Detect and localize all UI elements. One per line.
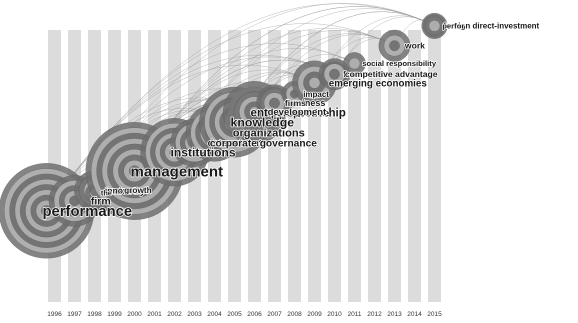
keyword-nodes	[0, 12, 448, 259]
year-band-2013	[388, 30, 401, 302]
year-band-2011	[348, 30, 361, 302]
year-label-2013: 2013	[387, 311, 402, 318]
year-band-1997	[68, 30, 81, 302]
year-label-2014: 2014	[407, 311, 422, 318]
year-label-2002: 2002	[167, 311, 182, 318]
node-social-responsibility[interactable]	[343, 52, 366, 75]
year-label-2011: 2011	[348, 311, 362, 318]
keyword-label-social-responsibility: social responsibility	[362, 59, 437, 68]
link-performance-social-responsibility	[46, 43, 355, 211]
node-competitive-advantage[interactable]	[318, 58, 351, 91]
year-band-2015	[428, 30, 441, 302]
keyword-label-organizations: organizations	[233, 128, 305, 140]
year-label-2005: 2005	[227, 311, 242, 318]
node-work[interactable]	[378, 29, 411, 62]
keyword-label-economics: economics	[183, 149, 225, 158]
year-label-1996: 1996	[47, 311, 62, 318]
keyword-label-entrepreneurship: entrepreneurship	[251, 107, 346, 120]
year-axis: 1996 1997 1998 1999 2000 2001 2002 2003 2004 2005…	[47, 311, 442, 318]
keyword-label-foreign-direct-investment: foreign direct-investment	[443, 22, 539, 31]
year-label-1999: 1999	[107, 311, 122, 318]
keyword-label-work: work	[404, 41, 425, 51]
keyword-label-framework: framework	[343, 70, 384, 79]
year-label-2004: 2004	[207, 311, 222, 318]
keyword-label-impact: impact	[303, 90, 329, 99]
year-label-2010: 2010	[327, 311, 342, 318]
year-label-2015: 2015	[427, 311, 442, 318]
year-label-2012: 2012	[367, 311, 382, 318]
keyword-label-institutions: institutions	[171, 145, 236, 159]
keyword-label-emerging-economies: emerging economies	[329, 78, 428, 89]
keyword-label-the: the	[101, 189, 112, 198]
year-label-2007: 2007	[267, 311, 282, 318]
keyword-label-performance: performance	[43, 204, 133, 220]
keyword-label-innovation: innovation	[105, 185, 148, 195]
year-label-2003: 2003	[187, 311, 202, 318]
link-management-perfor	[134, 6, 435, 172]
year-band-2012	[368, 30, 381, 302]
node-perfor[interactable]	[423, 14, 446, 38]
keyword-label-management: management	[131, 163, 224, 180]
year-label-1998: 1998	[87, 311, 102, 318]
year-band-2010	[328, 30, 341, 302]
year-label-1997: 1997	[67, 311, 82, 318]
year-band-2014	[408, 30, 421, 302]
keyword-label-corporate-governance: corporate governance	[210, 138, 317, 149]
year-label-2001: 2001	[147, 311, 162, 318]
year-label-2008: 2008	[287, 311, 302, 318]
year-label-2000: 2000	[127, 311, 142, 318]
keyword-label-firm: firm	[91, 196, 111, 208]
keyword-label-growth: growth	[124, 185, 152, 195]
keyword-label-business: business	[286, 98, 325, 108]
keyword-label-competitive-advantage: competitive advantage	[345, 69, 438, 79]
keyword-label-knowledge: knowledge	[231, 115, 295, 129]
keyword-label-industry: industry	[108, 186, 146, 197]
year-band-2005	[228, 30, 241, 302]
year-label-2009: 2009	[307, 311, 322, 318]
keyword-label-perspective: perspective	[271, 107, 330, 119]
keyword-label-determinants: determinants	[208, 138, 268, 149]
keyword-label-perfor: perfor	[442, 22, 464, 31]
keyword-label-development: development	[268, 107, 327, 118]
year-label-2006: 2006	[247, 311, 262, 318]
keyword-label-firms: firms	[285, 98, 306, 108]
